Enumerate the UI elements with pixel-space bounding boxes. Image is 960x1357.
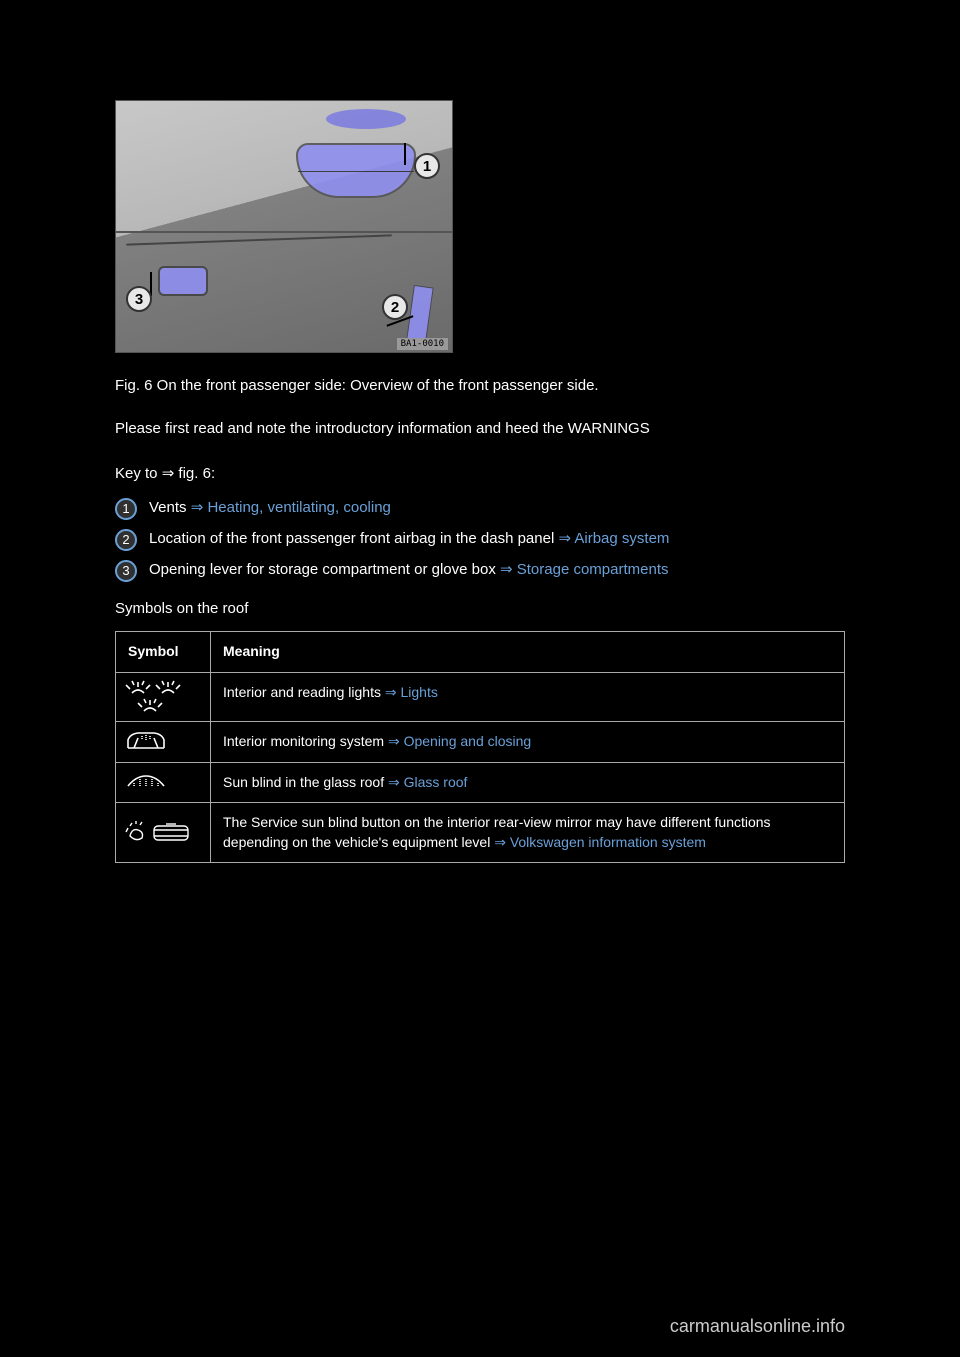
key-text-1: Vents ⇒ Heating, ventilating, cooling xyxy=(149,497,845,519)
symbol-service-mirror-icon xyxy=(116,803,211,863)
intro-text: Please first read and note the introduct… xyxy=(115,418,845,441)
key-text-1a: Vents xyxy=(149,499,191,516)
table-cell-meaning: The Service sun blind button on the inte… xyxy=(211,803,845,863)
symbol-interior-monitoring-icon xyxy=(116,721,211,762)
figure-seam-line xyxy=(116,231,452,233)
key-text-2b: in the dash panel xyxy=(440,530,558,547)
key-item-2: 2 Location of the front passenger front … xyxy=(115,528,845,551)
figure-illustration: 1 2 3 BA1-0010 xyxy=(115,100,453,353)
figure-glovebox-line xyxy=(126,234,392,245)
key-number-3: 3 xyxy=(115,560,137,582)
key-link-1[interactable]: ⇒ Heating, ventilating, cooling xyxy=(191,499,391,516)
col-header-meaning: Meaning xyxy=(211,632,845,673)
callout-line-1 xyxy=(404,143,406,165)
row-text-2: Interior monitoring system xyxy=(223,733,388,749)
row-text-3: Sun blind in the glass roof xyxy=(223,774,388,790)
callout-3: 3 xyxy=(126,286,152,312)
table-header-row: Symbol Meaning xyxy=(116,632,845,673)
symbol-interior-lights-icon xyxy=(116,672,211,721)
callout-1: 1 xyxy=(414,153,440,179)
symbols-table: Symbol Meaning Interior and rea xyxy=(115,631,845,863)
key-number-1: 1 xyxy=(115,498,137,520)
table-row: Interior monitoring system ⇒ Opening and… xyxy=(116,721,845,762)
key-number-2: 2 xyxy=(115,529,137,551)
row-link-3[interactable]: ⇒ Glass roof xyxy=(388,774,467,790)
figure-ba-label: BA1-0010 xyxy=(397,338,448,350)
key-link-2[interactable]: ⇒ Airbag system xyxy=(558,530,669,547)
key-text-3a: Opening lever for storage compartment or… xyxy=(149,561,500,578)
table-row: The Service sun blind button on the inte… xyxy=(116,803,845,863)
table-row: Interior and reading lights ⇒ Lights xyxy=(116,672,845,721)
footer-watermark: carmanualsonline.info xyxy=(670,1316,845,1337)
symbol-sun-blind-icon xyxy=(116,762,211,803)
row-text-1: Interior and reading lights xyxy=(223,684,385,700)
key-list: 1 Vents ⇒ Heating, ventilating, cooling … xyxy=(115,497,845,582)
key-item-1: 1 Vents ⇒ Heating, ventilating, cooling xyxy=(115,497,845,520)
figure-top-vent xyxy=(326,109,406,129)
row-link-1[interactable]: ⇒ Lights xyxy=(385,684,438,700)
figure-airbag-panel xyxy=(406,285,433,342)
callout-2: 2 xyxy=(382,294,408,320)
table-cell-meaning: Sun blind in the glass roof ⇒ Glass roof xyxy=(211,762,845,803)
table-cell-meaning: Interior monitoring system ⇒ Opening and… xyxy=(211,721,845,762)
col-header-symbol: Symbol xyxy=(116,632,211,673)
figure-caption: Fig. 6 On the front passenger side: Over… xyxy=(115,375,845,396)
key-item-3: 3 Opening lever for storage compartment … xyxy=(115,559,845,582)
row-link-4[interactable]: ⇒ Volkswagen information system xyxy=(494,834,706,850)
table-row: Sun blind in the glass roof ⇒ Glass roof xyxy=(116,762,845,803)
key-text-2a: Location of the front passenger front ai… xyxy=(149,530,440,547)
table-cell-meaning: Interior and reading lights ⇒ Lights xyxy=(211,672,845,721)
key-text-3: Opening lever for storage compartment or… xyxy=(149,559,845,581)
figure-glovebox-handle xyxy=(158,266,208,296)
key-heading: Key to ⇒ fig. 6: xyxy=(115,463,845,486)
key-link-3[interactable]: ⇒ Storage compartments xyxy=(500,561,668,578)
table-intro: Symbols on the roof xyxy=(115,600,845,617)
figure-vent-panel xyxy=(296,143,416,198)
row-link-2[interactable]: ⇒ Opening and closing xyxy=(388,733,531,749)
key-text-2: Location of the front passenger front ai… xyxy=(149,528,845,550)
